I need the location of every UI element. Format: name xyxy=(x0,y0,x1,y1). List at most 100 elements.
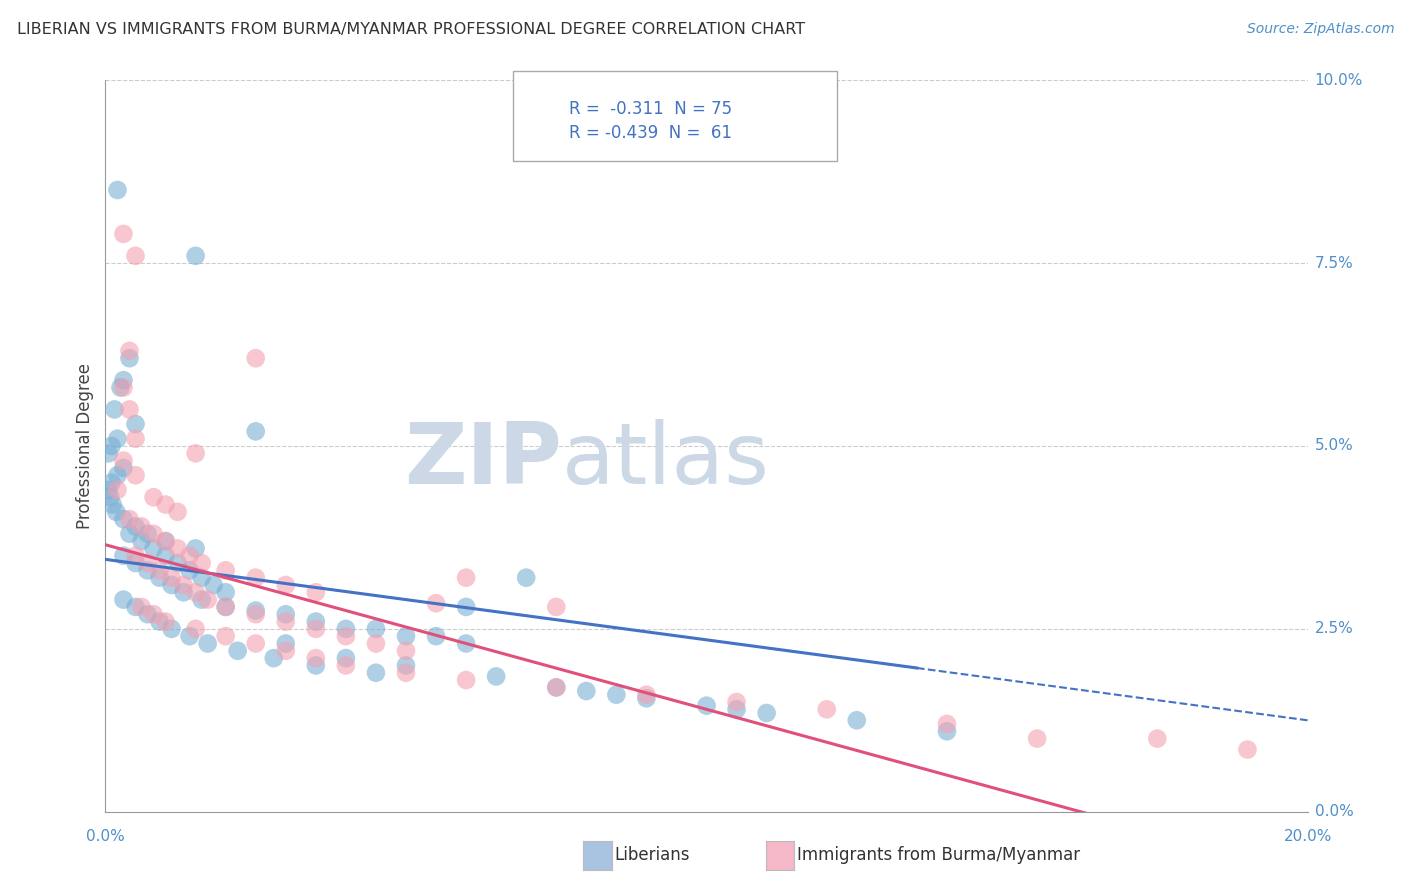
Point xyxy=(546,599,568,614)
Point xyxy=(456,599,478,614)
Point xyxy=(142,607,165,622)
Text: 2.5%: 2.5% xyxy=(1315,622,1354,636)
Point xyxy=(305,651,328,665)
Text: 10.0%: 10.0% xyxy=(1315,73,1362,87)
Point xyxy=(214,599,236,614)
Text: R =  -0.311  N = 75: R = -0.311 N = 75 xyxy=(569,100,733,118)
Point xyxy=(305,585,328,599)
Point xyxy=(274,644,297,658)
Point xyxy=(197,592,219,607)
Point xyxy=(136,607,159,622)
Point xyxy=(98,490,121,504)
Text: atlas: atlas xyxy=(562,419,770,502)
Point xyxy=(173,585,195,599)
Point xyxy=(335,622,357,636)
Point xyxy=(184,249,207,263)
Point xyxy=(197,636,219,650)
Point xyxy=(425,629,447,643)
Point xyxy=(425,596,447,610)
Point xyxy=(395,629,418,643)
Text: Liberians: Liberians xyxy=(614,847,690,864)
Point xyxy=(155,534,177,549)
Point xyxy=(97,446,120,460)
Point xyxy=(636,688,658,702)
Point xyxy=(245,571,267,585)
Point xyxy=(184,585,207,599)
Point xyxy=(131,599,153,614)
Point xyxy=(112,373,135,387)
Point xyxy=(118,526,141,541)
Point xyxy=(124,417,146,431)
Point xyxy=(456,673,478,687)
Point xyxy=(456,571,478,585)
Point xyxy=(160,578,183,592)
Text: R = -0.439  N =  61: R = -0.439 N = 61 xyxy=(569,124,733,142)
Point xyxy=(136,563,159,577)
Point xyxy=(305,615,328,629)
Point xyxy=(166,556,188,570)
Point xyxy=(936,717,959,731)
Point xyxy=(131,534,153,549)
Point xyxy=(214,599,236,614)
Point xyxy=(118,351,141,366)
Point xyxy=(364,665,387,680)
Point xyxy=(179,563,201,577)
Point xyxy=(100,439,122,453)
Point xyxy=(725,702,748,716)
Point xyxy=(245,603,267,617)
Point xyxy=(485,669,508,683)
Point xyxy=(148,571,170,585)
Text: ZIP: ZIP xyxy=(405,419,562,502)
Point xyxy=(1026,731,1049,746)
Point xyxy=(136,556,159,570)
Point xyxy=(226,644,249,658)
Point xyxy=(395,658,418,673)
Point xyxy=(546,681,568,695)
Point xyxy=(696,698,718,713)
Point xyxy=(118,343,141,358)
Point xyxy=(845,714,868,728)
Point xyxy=(155,615,177,629)
Point xyxy=(546,681,568,695)
Point xyxy=(184,541,207,556)
Point xyxy=(335,629,357,643)
Point xyxy=(179,629,201,643)
Point xyxy=(1146,731,1168,746)
Point xyxy=(118,402,141,417)
Point xyxy=(190,556,212,570)
Point xyxy=(124,468,146,483)
Point xyxy=(214,629,236,643)
Point xyxy=(245,636,267,650)
Point xyxy=(515,571,537,585)
Point xyxy=(364,636,387,650)
Point xyxy=(124,556,146,570)
Point xyxy=(131,519,153,533)
Text: 20.0%: 20.0% xyxy=(1284,830,1331,844)
Point xyxy=(179,549,201,563)
Point xyxy=(160,622,183,636)
Point xyxy=(101,498,124,512)
Point xyxy=(142,490,165,504)
Point xyxy=(107,468,129,483)
Point xyxy=(148,615,170,629)
Point xyxy=(245,425,267,439)
Point xyxy=(936,724,959,739)
Point xyxy=(118,512,141,526)
Point xyxy=(395,644,418,658)
Text: 0.0%: 0.0% xyxy=(1315,805,1354,819)
Point xyxy=(148,563,170,577)
Point xyxy=(575,684,598,698)
Point xyxy=(815,702,838,716)
Text: Immigrants from Burma/Myanmar: Immigrants from Burma/Myanmar xyxy=(797,847,1080,864)
Y-axis label: Professional Degree: Professional Degree xyxy=(76,363,94,529)
Point xyxy=(142,526,165,541)
Point xyxy=(97,483,120,497)
Point xyxy=(166,505,188,519)
Point xyxy=(166,541,188,556)
Point xyxy=(755,706,778,720)
Text: 7.5%: 7.5% xyxy=(1315,256,1354,270)
Point xyxy=(395,665,418,680)
Point xyxy=(274,636,297,650)
Point xyxy=(274,578,297,592)
Point xyxy=(214,585,236,599)
